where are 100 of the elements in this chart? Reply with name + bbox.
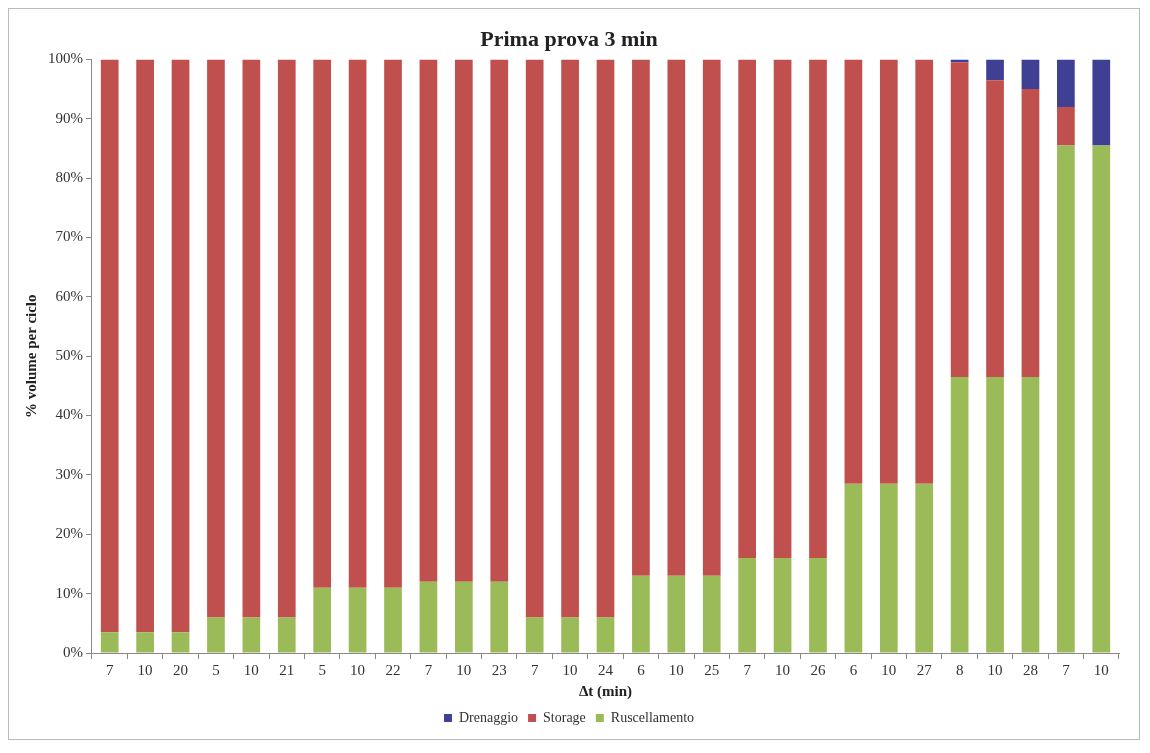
bar xyxy=(100,632,119,653)
bar xyxy=(348,587,367,653)
bar xyxy=(844,483,863,653)
x-tick-label: 21 xyxy=(279,661,295,678)
bar xyxy=(773,558,792,653)
bar xyxy=(915,59,934,484)
x-tick-label: 25 xyxy=(704,661,720,678)
bar xyxy=(986,376,1004,653)
x-tick-label: 10 xyxy=(775,661,791,678)
bar xyxy=(242,59,261,618)
bar xyxy=(738,558,757,653)
bar xyxy=(738,59,757,559)
y-tick-label: 40% xyxy=(55,406,83,423)
bar xyxy=(242,617,261,653)
x-tick-label: 10 xyxy=(562,661,578,678)
bar xyxy=(419,59,438,582)
y-tick-label: 100% xyxy=(48,50,83,67)
x-tick-label: 10 xyxy=(881,661,897,678)
x-tick-label: 6 xyxy=(637,661,646,678)
bar xyxy=(950,62,969,377)
bar xyxy=(207,59,225,618)
x-tick-label: 6 xyxy=(849,661,858,678)
bar xyxy=(100,59,119,633)
x-tick-label: 20 xyxy=(173,661,189,678)
y-tick-label: 50% xyxy=(55,347,83,364)
x-tick-label: 7 xyxy=(1062,661,1071,678)
y-axis-title: % volume per ciclo xyxy=(22,294,39,418)
x-tick-label: 23 xyxy=(491,661,507,678)
bar xyxy=(844,59,863,484)
bar xyxy=(384,59,402,588)
x-tick-label: 22 xyxy=(385,661,401,678)
bar xyxy=(171,632,190,653)
bar xyxy=(313,59,332,588)
x-tick-label: 5 xyxy=(212,661,220,678)
x-tick-label: 10 xyxy=(1093,661,1109,678)
bar xyxy=(1057,106,1075,146)
y-tick-label: 20% xyxy=(55,525,83,542)
y-tick-label: 90% xyxy=(55,109,83,126)
bar xyxy=(879,59,898,484)
bar xyxy=(702,59,721,576)
x-tick-label: 28 xyxy=(1022,661,1038,678)
y-tick-label: 30% xyxy=(55,465,83,482)
bar xyxy=(950,376,969,653)
bar xyxy=(667,59,686,576)
bar xyxy=(348,59,367,588)
bar xyxy=(1092,145,1111,653)
bar xyxy=(277,617,296,653)
bar xyxy=(136,59,154,633)
y-tick-label: 10% xyxy=(55,584,83,601)
bar xyxy=(277,59,296,618)
x-tick-label: 8 xyxy=(955,661,964,678)
bar xyxy=(136,632,154,653)
x-tick-label: 7 xyxy=(424,661,433,678)
chart-title: Prima prova 3 min xyxy=(480,25,658,51)
bar xyxy=(207,617,225,653)
x-tick-label: 10 xyxy=(137,661,153,678)
x-tick-label: 10 xyxy=(987,661,1003,678)
bar xyxy=(313,587,332,653)
legend-label: Storage xyxy=(543,709,586,725)
bar xyxy=(1021,376,1040,653)
bar xyxy=(490,581,509,653)
bar xyxy=(419,581,438,653)
y-tick-label: 80% xyxy=(55,169,83,186)
bar xyxy=(879,483,898,653)
bar xyxy=(809,59,827,559)
bar xyxy=(596,59,615,618)
x-tick-label: 5 xyxy=(318,661,326,678)
x-tick-label: 24 xyxy=(598,661,614,678)
x-tick-label: 7 xyxy=(530,661,539,678)
bar xyxy=(915,483,934,653)
bar xyxy=(1057,145,1075,653)
bar xyxy=(454,581,473,653)
legend-label: Ruscellamento xyxy=(610,709,695,725)
bar xyxy=(525,59,544,618)
bar xyxy=(809,558,827,653)
x-tick-label: 10 xyxy=(456,661,472,678)
x-tick-label: 10 xyxy=(668,661,684,678)
bar xyxy=(632,575,650,653)
bar xyxy=(525,617,544,653)
bar xyxy=(561,617,579,653)
bar xyxy=(454,59,473,582)
bar xyxy=(490,59,509,582)
bar xyxy=(171,59,190,633)
bar xyxy=(1057,59,1075,107)
bar xyxy=(596,617,615,653)
x-tick-label: 26 xyxy=(810,661,826,678)
bar xyxy=(384,587,402,653)
bar xyxy=(667,575,686,653)
legend-label: Drenaggio xyxy=(458,709,519,725)
bar xyxy=(1092,59,1111,146)
y-tick-label: 60% xyxy=(55,287,83,304)
x-tick-label: 27 xyxy=(916,661,933,678)
bar xyxy=(1021,59,1040,90)
y-tick-label: 70% xyxy=(55,228,83,245)
bar xyxy=(561,59,579,618)
x-tick-label: 10 xyxy=(243,661,259,678)
bar xyxy=(702,575,721,653)
bar xyxy=(986,59,1004,81)
x-tick-label: 10 xyxy=(350,661,366,678)
bar xyxy=(986,80,1004,377)
